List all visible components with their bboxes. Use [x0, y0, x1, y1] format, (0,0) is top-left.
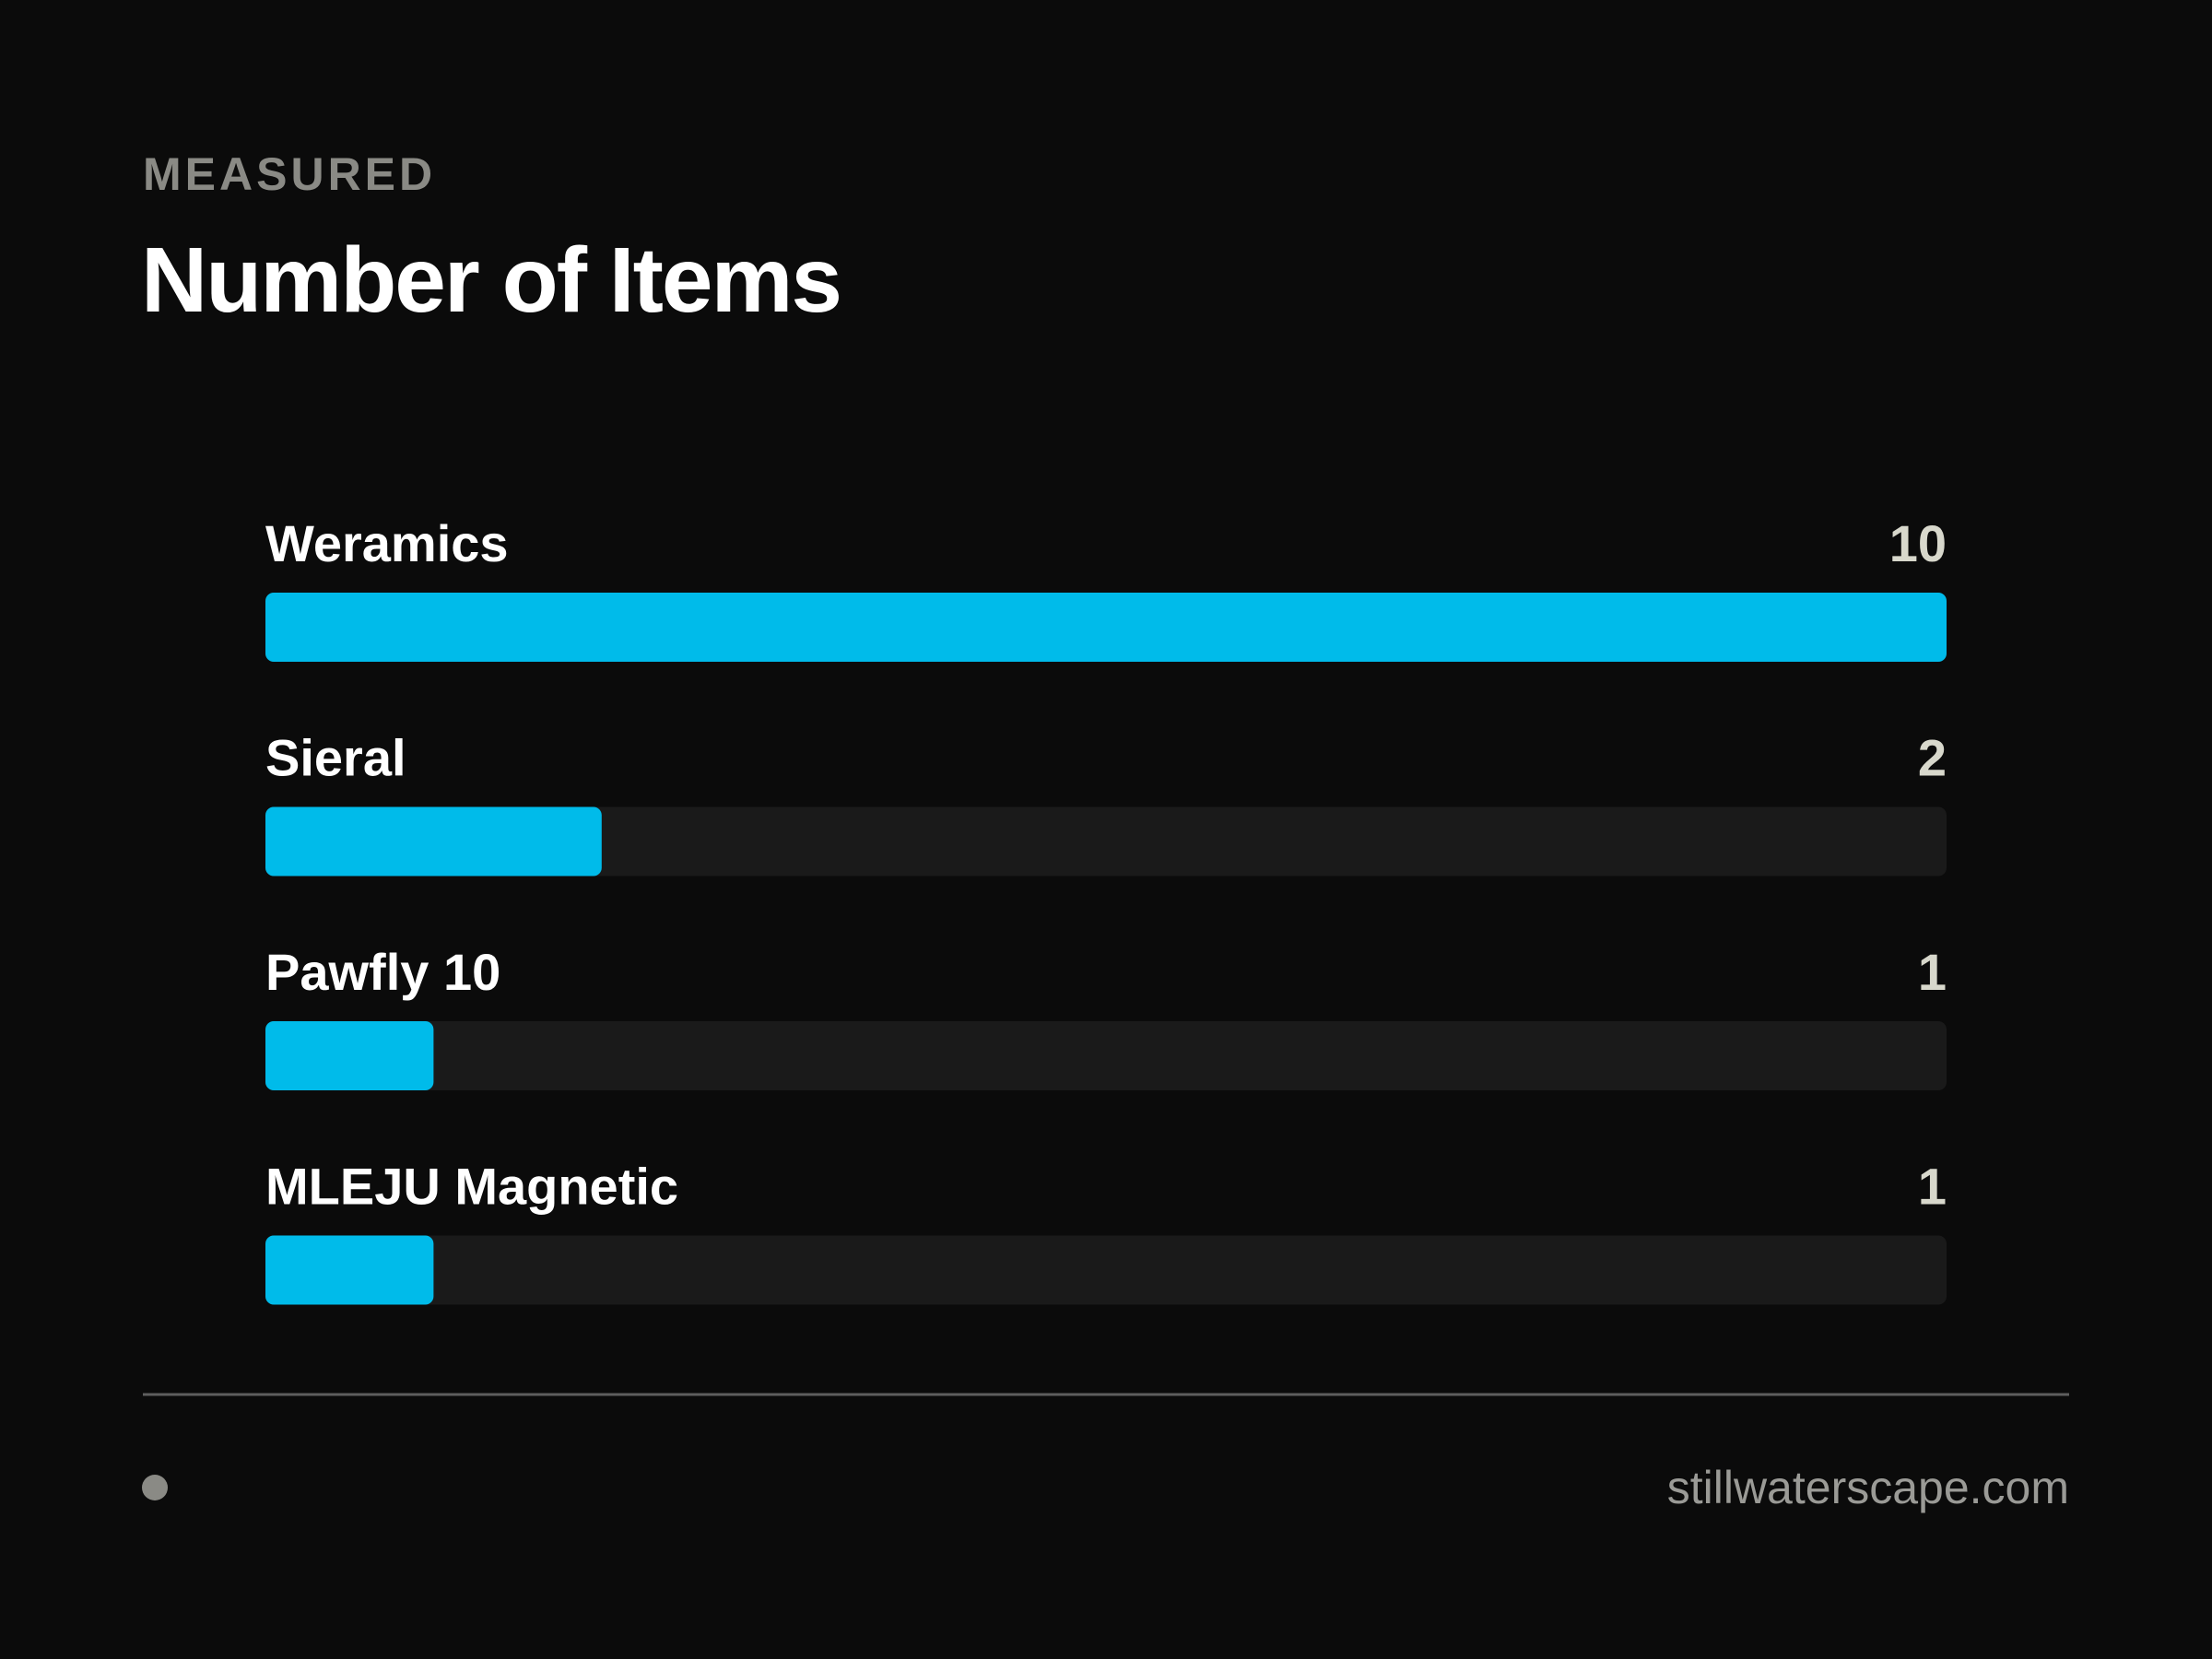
bar: [265, 593, 1947, 662]
value-label: 1: [1918, 1158, 1947, 1216]
bar: [265, 806, 602, 877]
bar-label: MLEJU Magnetic: [265, 1158, 678, 1216]
bar-track: [265, 1235, 1947, 1305]
bar-track: [265, 806, 1947, 877]
eyebrow: MEASURED: [143, 148, 436, 200]
chart-title: Number of Items: [141, 229, 841, 332]
bar: [265, 1021, 434, 1090]
value-label: 10: [1889, 514, 1947, 572]
bar-label: Sieral: [265, 729, 406, 787]
footer-url: stillwaterscape.com: [1667, 1462, 2069, 1513]
bar: [265, 1235, 434, 1305]
bar-label: Weramics: [265, 514, 509, 572]
bar-track: [265, 1021, 1947, 1090]
bar-label: Pawfly 10: [265, 943, 500, 1001]
footer-dot: [142, 1475, 168, 1500]
value-label: 1: [1918, 943, 1947, 1001]
value-label: 2: [1918, 729, 1947, 787]
